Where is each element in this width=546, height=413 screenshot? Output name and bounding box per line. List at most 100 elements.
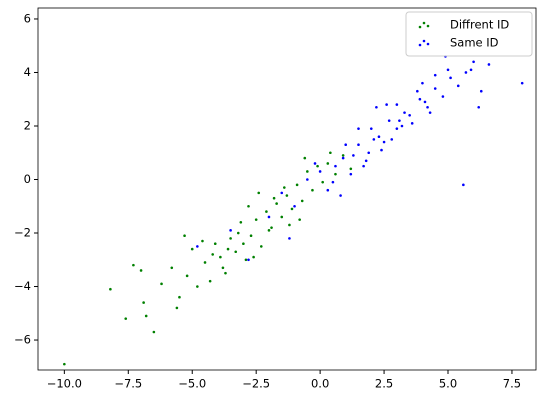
point: [472, 60, 475, 64]
legend-label: Same ID: [450, 36, 499, 50]
point: [265, 210, 268, 213]
point: [416, 89, 419, 93]
point: [311, 188, 314, 192]
y-tick-label: 0: [24, 172, 31, 186]
point: [469, 68, 473, 72]
y-tick-label: 4: [24, 65, 31, 79]
point: [190, 247, 194, 251]
point: [372, 138, 376, 141]
point: [242, 242, 245, 246]
point: [275, 202, 278, 205]
point: [398, 119, 401, 122]
point: [267, 215, 271, 219]
point: [249, 234, 253, 237]
point: [421, 81, 424, 85]
legend-marker: [426, 24, 430, 28]
point: [334, 172, 337, 176]
point: [247, 204, 250, 208]
point: [283, 186, 286, 189]
point: [349, 172, 353, 176]
point: [272, 196, 276, 200]
point: [449, 76, 452, 80]
point: [375, 105, 378, 109]
point: [293, 204, 296, 208]
point: [395, 127, 399, 130]
point: [344, 143, 348, 147]
legend: Diffrent ID Same ID: [405, 11, 533, 57]
point: [408, 113, 411, 117]
point: [321, 180, 324, 184]
point: [377, 135, 381, 138]
point: [520, 81, 524, 85]
point: [456, 84, 460, 88]
point: [380, 148, 383, 152]
point: [244, 258, 248, 262]
point: [341, 156, 345, 160]
point: [334, 164, 337, 168]
point: [285, 194, 289, 197]
point: [418, 97, 422, 101]
point: [357, 127, 360, 130]
point: [229, 237, 232, 240]
point: [288, 237, 291, 240]
point: [313, 162, 317, 165]
point: [326, 188, 330, 192]
point: [385, 103, 388, 106]
point: [357, 143, 360, 147]
point: [364, 159, 368, 163]
point: [280, 191, 284, 195]
point: [208, 279, 212, 283]
legend-marker: [418, 25, 422, 29]
x-tick-label: 2.5: [375, 377, 393, 391]
point: [362, 164, 365, 168]
point: [477, 105, 481, 109]
point: [109, 287, 112, 291]
point: [247, 258, 250, 262]
point: [303, 156, 307, 160]
point: [369, 127, 373, 130]
point: [329, 151, 332, 155]
legend-box: [405, 11, 533, 57]
point: [224, 271, 227, 275]
point: [219, 255, 222, 259]
point: [341, 154, 345, 157]
point: [257, 191, 261, 195]
x-tick-label: −10.0: [47, 377, 82, 391]
point: [290, 207, 294, 211]
point: [403, 111, 406, 114]
point: [226, 247, 230, 251]
point: [352, 154, 355, 157]
point: [229, 229, 232, 232]
point: [139, 269, 143, 272]
point: [142, 301, 145, 304]
point: [446, 68, 450, 72]
point: [462, 183, 465, 187]
legend-label: Diffrent ID: [450, 18, 509, 32]
point: [170, 266, 174, 270]
point: [288, 223, 291, 227]
point: [160, 282, 163, 286]
point: [213, 242, 217, 246]
point: [395, 103, 399, 106]
x-tick-label: 7.5: [503, 377, 521, 391]
x-tick-label: −2.5: [242, 377, 270, 391]
point: [236, 231, 240, 235]
x-tick-label: 5.0: [439, 377, 457, 391]
plot-frame: [37, 7, 537, 371]
point: [433, 73, 437, 77]
point: [183, 234, 186, 237]
point: [441, 95, 445, 98]
point: [400, 124, 404, 128]
point: [298, 218, 301, 221]
point: [433, 87, 437, 90]
point: [331, 180, 335, 184]
point: [152, 330, 156, 334]
point: [367, 151, 371, 155]
legend-marker: [418, 43, 422, 47]
point: [349, 167, 353, 171]
point: [306, 170, 309, 173]
point: [221, 266, 225, 270]
point: [295, 183, 299, 187]
point: [390, 138, 394, 141]
